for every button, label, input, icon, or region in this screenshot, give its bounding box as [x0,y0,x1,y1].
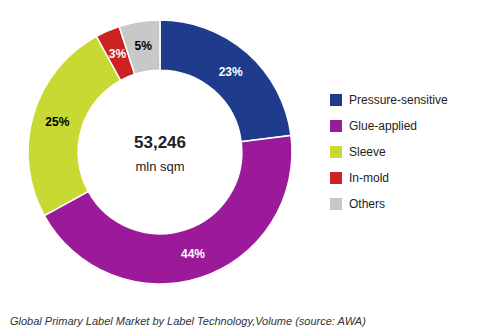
legend-swatch [330,172,342,184]
legend-label: In-mold [349,171,389,185]
legend-label: Pressure-sensitive [349,93,448,107]
legend-label: Glue-applied [349,119,417,133]
slices [28,20,292,284]
data-label: 25% [45,115,69,129]
slice [44,135,292,284]
legend: Pressure-sensitive Glue-applied Sleeve In-m… [330,93,448,211]
center-text: 53,246 [134,133,186,152]
data-label: 3% [109,47,127,61]
legend-label: Others [349,197,385,211]
legend-swatch [330,120,342,132]
slice [160,20,291,142]
data-labels: 23% 44% 25% 3% 5% [45,39,243,260]
data-label: 44% [181,247,205,261]
legend-swatch [330,94,342,106]
data-label: 5% [135,39,153,53]
center-text: mln sqm [135,159,184,174]
legend-swatch [330,198,342,210]
chart-svg: 23% 44% 25% 3% 5% 53,246 mln sqm Pressure-sensi… [0,0,500,335]
caption: Global Primary Label Market by Label Tec… [10,315,366,327]
chart-container: 23% 44% 25% 3% 5% 53,246 mln sqm Pressure-sensi… [0,0,500,335]
data-label: 23% [219,65,243,79]
slice [28,36,121,215]
legend-label: Sleeve [349,145,386,159]
legend-swatch [330,146,342,158]
background [0,0,500,335]
